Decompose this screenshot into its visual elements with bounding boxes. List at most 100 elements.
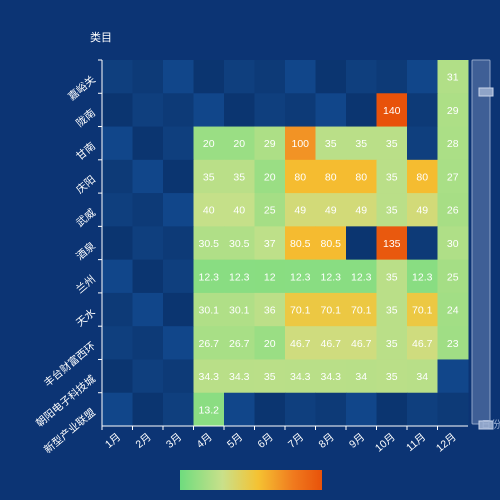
heatmap-empty-cell[interactable]	[163, 60, 194, 94]
heatmap-empty-cell[interactable]	[102, 392, 133, 427]
heatmap-cell[interactable]	[376, 259, 408, 294]
heatmap-empty-cell[interactable]	[102, 159, 133, 194]
heatmap-empty-cell[interactable]	[102, 193, 133, 227]
heatmap-empty-cell[interactable]	[102, 326, 133, 360]
heatmap-cell[interactable]	[437, 292, 469, 327]
heatmap-cell[interactable]	[346, 359, 377, 394]
heatmap-cell[interactable]	[407, 193, 438, 227]
datazoom-bottom-handle[interactable]	[478, 420, 494, 430]
heatmap-cell[interactable]	[346, 159, 377, 194]
heatmap-cell[interactable]	[315, 359, 347, 394]
visual-map-bar[interactable]	[180, 470, 322, 490]
heatmap-cell[interactable]	[376, 93, 408, 128]
heatmap-empty-cell[interactable]	[163, 259, 194, 294]
heatmap-empty-cell[interactable]	[407, 126, 438, 161]
heatmap-cell[interactable]	[254, 359, 286, 394]
heatmap-empty-cell[interactable]	[193, 93, 225, 128]
heatmap-cell[interactable]	[315, 126, 347, 161]
heatmap-empty-cell[interactable]	[254, 93, 286, 128]
heatmap-cell[interactable]	[437, 326, 469, 360]
heatmap-cell[interactable]	[254, 159, 286, 194]
heatmap-empty-cell[interactable]	[224, 392, 255, 427]
heatmap-cell[interactable]	[193, 259, 225, 294]
heatmap-empty-cell[interactable]	[193, 60, 225, 94]
heatmap-cell[interactable]	[193, 159, 225, 194]
heatmap-empty-cell[interactable]	[132, 259, 164, 294]
heatmap-cell[interactable]	[254, 259, 286, 294]
heatmap-cell[interactable]	[285, 126, 316, 161]
heatmap-empty-cell[interactable]	[285, 60, 316, 94]
heatmap-cell[interactable]	[437, 259, 469, 294]
heatmap-empty-cell[interactable]	[102, 126, 133, 161]
heatmap-empty-cell[interactable]	[254, 392, 286, 427]
heatmap-cell[interactable]	[224, 259, 255, 294]
heatmap-empty-cell[interactable]	[346, 60, 377, 94]
heatmap-cell[interactable]	[346, 292, 377, 327]
heatmap-cell[interactable]	[193, 359, 225, 394]
heatmap-empty-cell[interactable]	[346, 93, 377, 128]
heatmap-cell[interactable]	[224, 193, 255, 227]
heatmap-empty-cell[interactable]	[132, 60, 164, 94]
heatmap-cell[interactable]	[376, 226, 408, 261]
heatmap-empty-cell[interactable]	[407, 392, 438, 427]
heatmap-cell[interactable]	[346, 259, 377, 294]
heatmap-empty-cell[interactable]	[132, 226, 164, 261]
heatmap-empty-cell[interactable]	[132, 292, 164, 327]
heatmap-empty-cell[interactable]	[163, 193, 194, 227]
heatmap-empty-cell[interactable]	[163, 93, 194, 128]
heatmap-empty-cell[interactable]	[407, 93, 438, 128]
heatmap-cell[interactable]	[193, 326, 225, 360]
heatmap-cell[interactable]	[315, 193, 347, 227]
heatmap-cell[interactable]	[376, 326, 408, 360]
heatmap-cell[interactable]	[437, 93, 469, 128]
heatmap-cell[interactable]	[346, 326, 377, 360]
heatmap-cell[interactable]	[437, 60, 469, 94]
heatmap-cell[interactable]	[376, 193, 408, 227]
heatmap-empty-cell[interactable]	[163, 126, 194, 161]
heatmap-cell[interactable]	[285, 159, 316, 194]
heatmap-cell[interactable]	[376, 159, 408, 194]
heatmap-empty-cell[interactable]	[254, 60, 286, 94]
heatmap-cell[interactable]	[346, 126, 377, 161]
heatmap-empty-cell[interactable]	[224, 60, 255, 94]
heatmap-cell[interactable]	[285, 259, 316, 294]
heatmap-cell[interactable]	[224, 359, 255, 394]
datazoom-slider[interactable]: 日份	[471, 59, 500, 431]
heatmap-empty-cell[interactable]	[163, 226, 194, 261]
datazoom-top-handle[interactable]	[478, 87, 494, 97]
heatmap-cell[interactable]	[407, 259, 438, 294]
heatmap-cell[interactable]	[437, 126, 469, 161]
heatmap-cell[interactable]	[224, 326, 255, 360]
heatmap-empty-cell[interactable]	[163, 359, 194, 394]
heatmap-cell[interactable]	[224, 126, 255, 161]
heatmap-empty-cell[interactable]	[102, 93, 133, 128]
heatmap-empty-cell[interactable]	[102, 292, 133, 327]
heatmap-empty-cell[interactable]	[163, 159, 194, 194]
heatmap-empty-cell[interactable]	[407, 60, 438, 94]
heatmap-cell[interactable]	[437, 159, 469, 194]
heatmap-empty-cell[interactable]	[285, 93, 316, 128]
heatmap-empty-cell[interactable]	[376, 392, 408, 427]
heatmap-cell[interactable]	[437, 226, 469, 261]
heatmap-cell[interactable]	[285, 193, 316, 227]
heatmap-empty-cell[interactable]	[102, 226, 133, 261]
heatmap-cell[interactable]	[224, 159, 255, 194]
visual-map-legend[interactable]	[180, 470, 322, 490]
heatmap-cell[interactable]	[285, 326, 316, 360]
heatmap-cell[interactable]	[315, 226, 347, 261]
heatmap-empty-cell[interactable]	[346, 392, 377, 427]
heatmap-empty-cell[interactable]	[102, 60, 133, 94]
heatmap-cell[interactable]	[376, 126, 408, 161]
heatmap-empty-cell[interactable]	[407, 226, 438, 261]
heatmap-cell[interactable]	[315, 259, 347, 294]
heatmap-empty-cell[interactable]	[132, 126, 164, 161]
heatmap-empty-cell[interactable]	[315, 93, 347, 128]
heatmap-cell[interactable]	[193, 126, 225, 161]
heatmap-cell[interactable]	[407, 292, 438, 327]
heatmap-cell[interactable]	[376, 292, 408, 327]
heatmap-cell[interactable]	[254, 326, 286, 360]
heatmap-empty-cell[interactable]	[315, 392, 347, 427]
heatmap-empty-cell[interactable]	[102, 259, 133, 294]
heatmap-cell[interactable]	[376, 359, 408, 394]
heatmap-empty-cell[interactable]	[315, 60, 347, 94]
